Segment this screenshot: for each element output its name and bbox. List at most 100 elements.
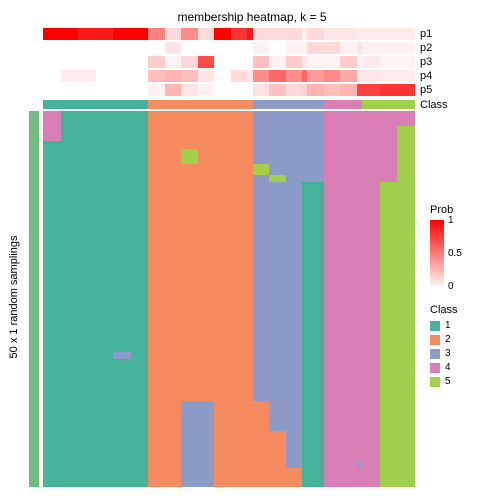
heat-cell (397, 149, 415, 165)
prob-cell (181, 42, 198, 54)
prob-legend-tick: 0.5 (448, 248, 462, 259)
heat-cell (286, 164, 303, 176)
heat-cell (253, 111, 270, 127)
prob-cell (113, 56, 131, 68)
prob-cell (61, 56, 79, 68)
class-cell (148, 100, 165, 109)
prob-cell (269, 70, 286, 82)
prob-cell (286, 84, 303, 96)
prob-cell (380, 42, 398, 54)
prob-cell (286, 28, 303, 40)
prob-legend-tick: 1 (448, 215, 454, 226)
prob-cell (198, 84, 215, 96)
heat-cell (269, 431, 286, 462)
heat-cell (324, 111, 341, 127)
prob-cell (397, 70, 415, 82)
heat-cell (165, 111, 182, 127)
prob-cell (253, 84, 270, 96)
heat-cell (269, 401, 286, 432)
heat-cell (307, 149, 324, 165)
heat-cell (148, 359, 165, 401)
heat-cell (43, 468, 61, 487)
prob-cell (78, 84, 96, 96)
heat-cell (380, 164, 398, 176)
prob-cell (131, 42, 149, 54)
heat-cell (380, 149, 398, 165)
class-swatch (430, 349, 440, 359)
heat-cell (362, 149, 380, 165)
prob-cell (148, 28, 165, 40)
heat-cell (286, 126, 303, 142)
heat-cell (181, 149, 198, 165)
heat-cell (397, 468, 415, 487)
heat-cell (214, 149, 231, 165)
class-swatch-label: 1 (445, 320, 451, 331)
heat-cell (269, 164, 286, 176)
row-annot-outer (29, 111, 39, 487)
prob-cell (269, 84, 286, 96)
heat-cell (148, 164, 165, 176)
heat-cell (362, 401, 380, 432)
heat-cell (269, 182, 286, 352)
heat-cell (165, 149, 182, 165)
heat-cell (181, 182, 198, 352)
heat-cell (340, 401, 357, 432)
prob-cell (148, 70, 165, 82)
prob-cell (131, 56, 149, 68)
heat-cell (113, 149, 131, 165)
class-cell (231, 100, 248, 109)
heat-cell (78, 401, 96, 432)
prob-cell (148, 56, 165, 68)
heat-cell (362, 111, 380, 127)
prob-cell (96, 84, 114, 96)
heat-cell (380, 126, 398, 142)
heat-cell (181, 359, 198, 401)
heat-cell (214, 431, 231, 462)
heat-cell (148, 468, 165, 487)
heat-cell (253, 126, 270, 142)
prob-cell (286, 56, 303, 68)
heat-cell (43, 164, 61, 176)
heat-cell (43, 182, 61, 352)
heat-cell (231, 431, 248, 462)
prob-cell (165, 84, 182, 96)
heat-cell (340, 164, 357, 176)
prob-cell (214, 56, 231, 68)
prob-cell (307, 28, 324, 40)
heat-cell (397, 111, 415, 127)
heat-cell (113, 401, 131, 432)
prob-cell (307, 70, 324, 82)
prob-cell (362, 84, 380, 96)
heat-cell (78, 126, 96, 142)
heat-cell (324, 468, 341, 487)
heat-cell (113, 126, 131, 142)
prob-cell (324, 42, 341, 54)
heat-cell (307, 126, 324, 142)
prob-cell (165, 70, 182, 82)
heat-cell (307, 401, 324, 432)
heat-cell (131, 182, 149, 352)
prob-cell (181, 28, 198, 40)
heat-cell (113, 431, 131, 462)
heat-cell (324, 401, 341, 432)
class-swatch-label: 5 (445, 376, 451, 387)
prob-cell (307, 56, 324, 68)
heat-cell (380, 182, 398, 352)
heat-cell (43, 111, 61, 127)
heat-cell (61, 149, 79, 165)
heat-cell (181, 126, 198, 142)
heat-cell (165, 164, 182, 176)
prob-cell (269, 56, 286, 68)
heat-cell (324, 149, 341, 165)
prob-cell (78, 28, 96, 40)
heat-cell (269, 359, 286, 401)
heat-cell (307, 359, 324, 401)
heat-cell (214, 401, 231, 432)
heat-cell (198, 359, 215, 401)
heat-cell (96, 431, 114, 462)
prob-cell (113, 28, 131, 40)
prob-cell (181, 70, 198, 82)
prob-cell (148, 42, 165, 54)
heat-cell (61, 182, 79, 352)
heat-cell (397, 359, 415, 401)
